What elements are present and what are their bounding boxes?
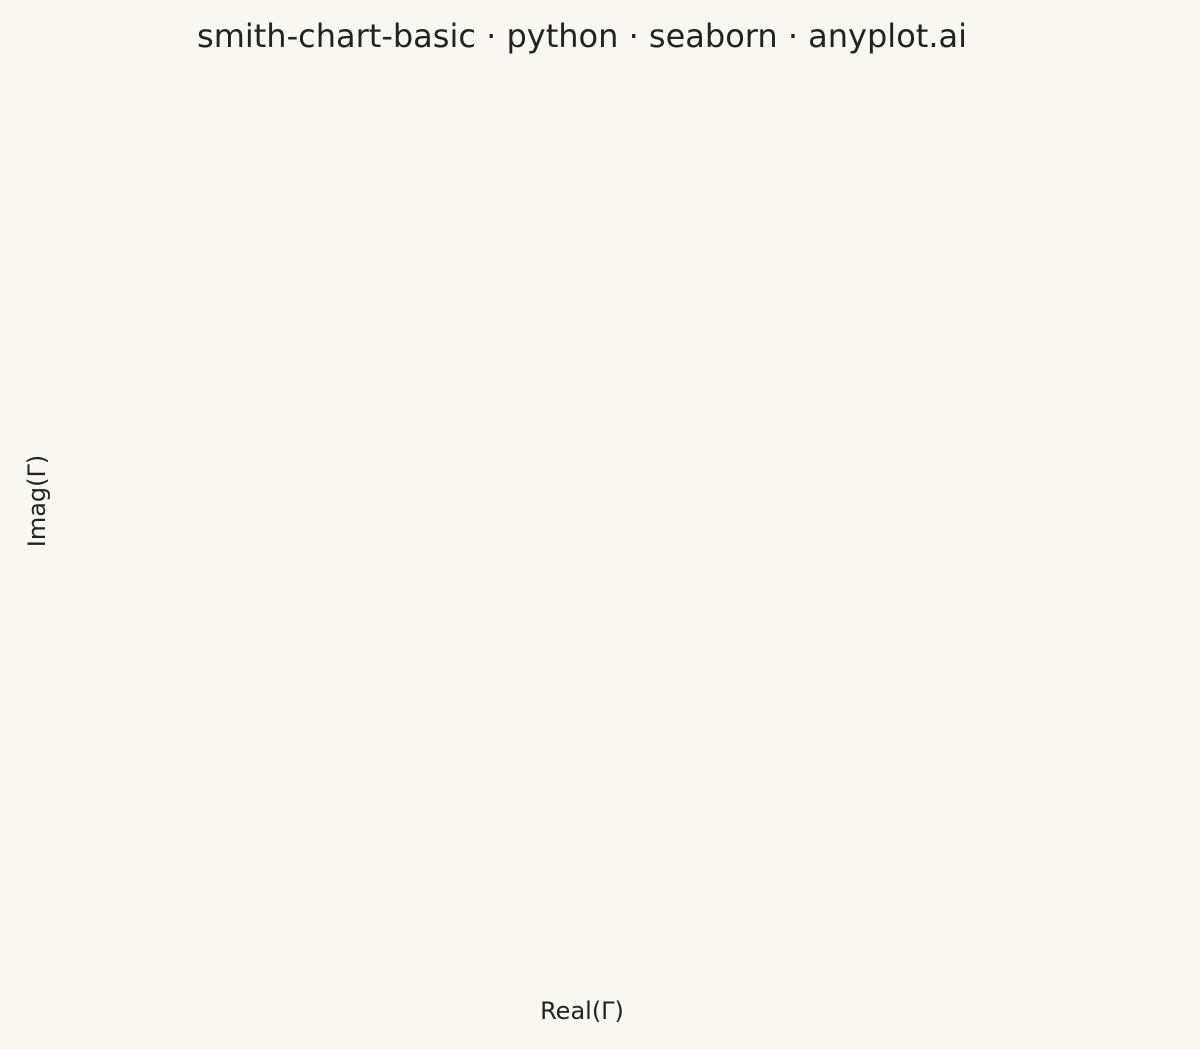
y-axis-label: Imag(Γ) — [23, 455, 51, 548]
x-axis-label: Real(Γ) — [540, 997, 624, 1025]
chart-title: smith-chart-basic · python · seaborn · a… — [197, 17, 967, 55]
